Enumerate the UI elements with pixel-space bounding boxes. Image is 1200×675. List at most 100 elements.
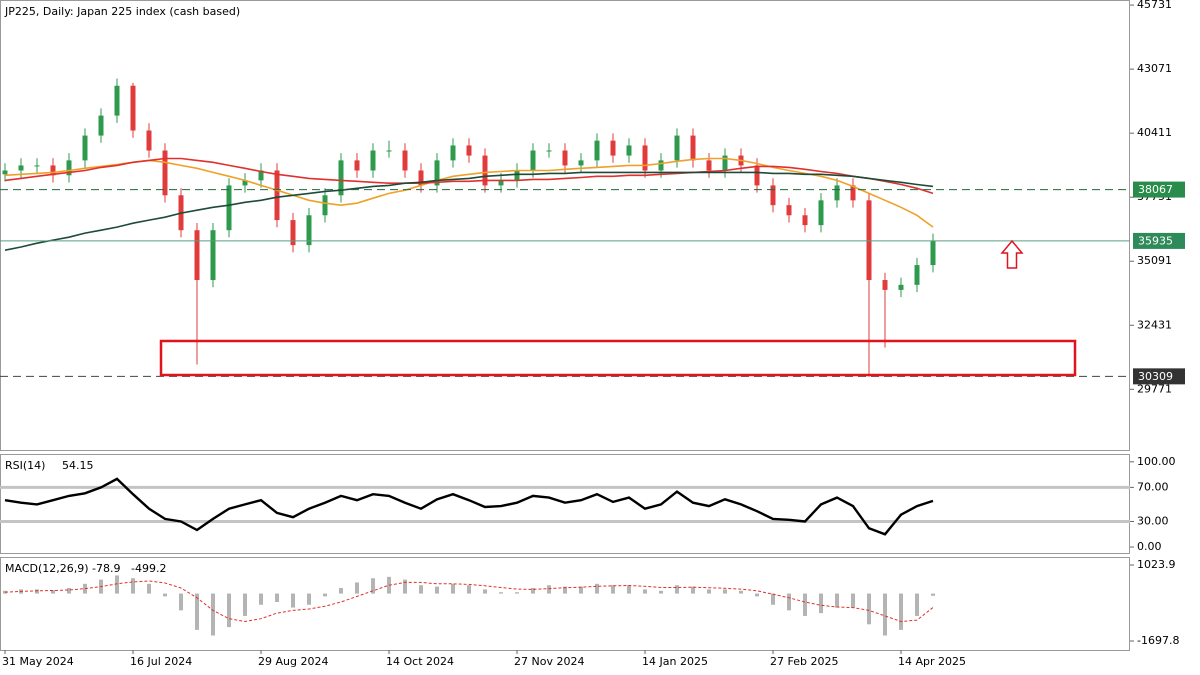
candle-body <box>370 150 376 171</box>
macd-bar <box>675 585 679 594</box>
rsi-value: 54.15 <box>62 459 94 472</box>
candle-body <box>50 165 56 176</box>
y-tick-label: -1697.8 <box>1137 634 1179 647</box>
candle-body <box>514 170 520 181</box>
candle-body <box>338 160 344 196</box>
macd-bar <box>755 593 759 597</box>
candle-body <box>690 135 696 161</box>
up-arrow <box>1000 239 1024 269</box>
chart-title: JP225, Daily: Japan 225 index (cash base… <box>4 5 240 18</box>
macd-bar <box>419 585 423 594</box>
macd-bar <box>51 590 55 594</box>
y-tick-label: 70.00 <box>1137 480 1169 493</box>
x-tick-label: 31 May 2024 <box>2 655 74 668</box>
candle-body <box>722 155 728 171</box>
macd-bar <box>483 589 487 594</box>
macd-bar <box>195 593 199 630</box>
support-zone <box>159 339 1077 377</box>
candle-body <box>210 230 216 281</box>
macd-bar <box>435 586 439 594</box>
candle-body <box>610 140 616 156</box>
candle-body <box>402 150 408 171</box>
candle-body <box>546 150 552 152</box>
macd-bar <box>899 593 903 630</box>
macd-bar <box>275 593 279 602</box>
candle-body <box>754 165 760 186</box>
x-tick-label: 16 Jul 2024 <box>130 655 192 668</box>
price-level-label: 38067 <box>1138 183 1173 196</box>
macd-signal <box>4 580 934 623</box>
candle-body <box>466 145 472 156</box>
macd-bar <box>707 589 711 594</box>
candle-body <box>418 170 424 186</box>
price-level-label: 30309 <box>1138 370 1173 383</box>
candle-body <box>786 205 792 216</box>
macd-bar <box>787 593 791 611</box>
macd-bar <box>739 590 743 594</box>
x-tick-label: 29 Aug 2024 <box>258 655 328 668</box>
candle-body <box>706 160 712 171</box>
macd-bar <box>883 593 887 636</box>
macd-main-value: -78.9 <box>92 562 120 575</box>
candle-body <box>434 160 440 186</box>
macd-bar <box>179 593 183 611</box>
rsi-panel <box>0 454 1130 554</box>
macd-bar <box>771 593 775 605</box>
macd-bar <box>467 585 471 594</box>
candle-body <box>674 135 680 161</box>
macd-bar <box>595 583 599 594</box>
candle-body <box>770 185 776 206</box>
macd-bar <box>579 586 583 594</box>
candle-body <box>242 180 248 186</box>
price-level-box <box>1133 368 1185 385</box>
candle-body <box>914 265 920 285</box>
macd-bar <box>819 593 823 614</box>
candle-body <box>114 85 120 116</box>
macd-bar <box>403 579 407 594</box>
candle-body <box>642 145 648 171</box>
candle-body <box>482 155 488 186</box>
candle-body <box>354 160 360 171</box>
macd-bar <box>515 592 519 594</box>
candle-body <box>66 160 72 176</box>
x-tick-label: 27 Feb 2025 <box>770 655 838 668</box>
macd-bar <box>627 585 631 594</box>
y-tick-label: 29771 <box>1137 382 1172 395</box>
y-tick-label: 100.00 <box>1137 455 1176 468</box>
candle-body <box>530 150 536 171</box>
candle-body <box>578 160 584 166</box>
macd-bar <box>915 593 919 616</box>
macd-bar <box>547 585 551 594</box>
macd-bar <box>611 585 615 594</box>
x-tick-label: 27 Nov 2024 <box>514 655 584 668</box>
candle-body <box>162 150 168 196</box>
x-tick-label: 14 Jan 2025 <box>642 655 708 668</box>
price-level-label: 35935 <box>1138 234 1173 247</box>
candle-body <box>562 150 568 166</box>
candle-body <box>18 165 24 171</box>
annotations <box>159 239 1077 377</box>
candle-body <box>882 280 888 290</box>
candle-body <box>658 160 664 171</box>
x-tick-label: 14 Oct 2024 <box>386 655 454 668</box>
macd-bar <box>35 589 39 594</box>
macd-bar <box>67 588 71 594</box>
macd-bar <box>451 583 455 594</box>
moving-average <box>4 171 934 251</box>
candle-body <box>274 170 280 221</box>
price-level-box <box>1133 232 1185 249</box>
macd-bar <box>643 589 647 594</box>
y-tick-label: 35091 <box>1137 254 1172 267</box>
candle-body <box>34 165 40 167</box>
macd-bar <box>659 590 663 594</box>
macd-title: MACD(12,26,9) <box>5 562 89 575</box>
candle-body <box>2 170 8 175</box>
rsi-line <box>4 477 934 536</box>
macd-bar <box>499 592 503 594</box>
macd-signal-value: -499.2 <box>131 562 166 575</box>
macd-bar <box>211 593 215 636</box>
candle-body <box>290 220 296 246</box>
candle-body <box>626 145 632 156</box>
